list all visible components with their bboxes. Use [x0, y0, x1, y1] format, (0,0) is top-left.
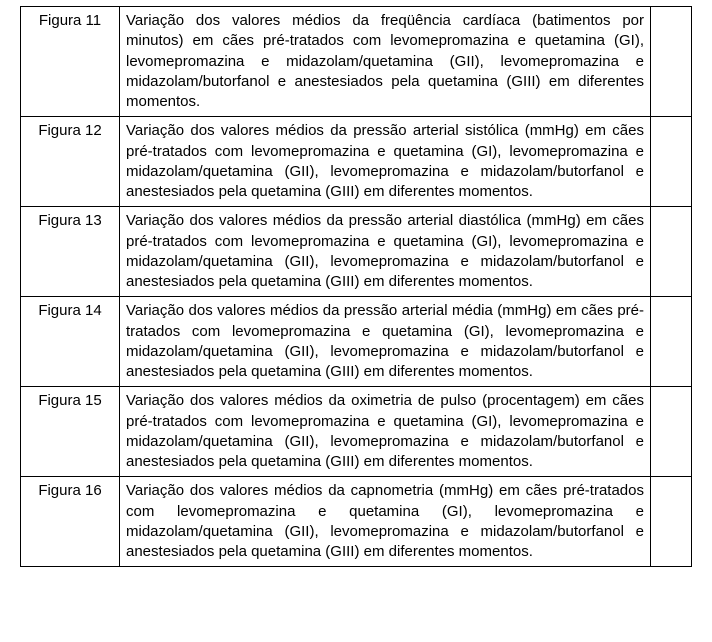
figure-page-cell	[651, 477, 692, 567]
table-row: Figura 16 Variação dos valores médios da…	[21, 477, 692, 567]
figure-label-cell: Figura 16	[21, 477, 120, 567]
figure-page-cell	[651, 207, 692, 297]
figure-desc-cell: Variação dos valores médios da oximetria…	[120, 387, 651, 477]
table-row: Figura 13 Variação dos valores médios da…	[21, 207, 692, 297]
figure-desc-cell: Variação dos valores médios da pressão a…	[120, 207, 651, 297]
figure-list-table: Figura 11 Variação dos valores médios da…	[20, 6, 692, 567]
figure-page-cell	[651, 297, 692, 387]
figure-desc-cell: Variação dos valores médios da pressão a…	[120, 117, 651, 207]
figure-page-cell	[651, 387, 692, 477]
figure-label-cell: Figura 14	[21, 297, 120, 387]
figure-page-cell	[651, 7, 692, 117]
table-row: Figura 11 Variação dos valores médios da…	[21, 7, 692, 117]
figure-desc-cell: Variação dos valores médios da capnometr…	[120, 477, 651, 567]
table-row: Figura 15 Variação dos valores médios da…	[21, 387, 692, 477]
figure-page-cell	[651, 117, 692, 207]
figure-desc-cell: Variação dos valores médios da pressão a…	[120, 297, 651, 387]
figure-label-cell: Figura 13	[21, 207, 120, 297]
table-row: Figura 12 Variação dos valores médios da…	[21, 117, 692, 207]
figure-label-cell: Figura 12	[21, 117, 120, 207]
page-container: Figura 11 Variação dos valores médios da…	[0, 0, 712, 642]
table-row: Figura 14 Variação dos valores médios da…	[21, 297, 692, 387]
figure-desc-cell: Variação dos valores médios da freqüênci…	[120, 7, 651, 117]
figure-label-cell: Figura 11	[21, 7, 120, 117]
figure-label-cell: Figura 15	[21, 387, 120, 477]
